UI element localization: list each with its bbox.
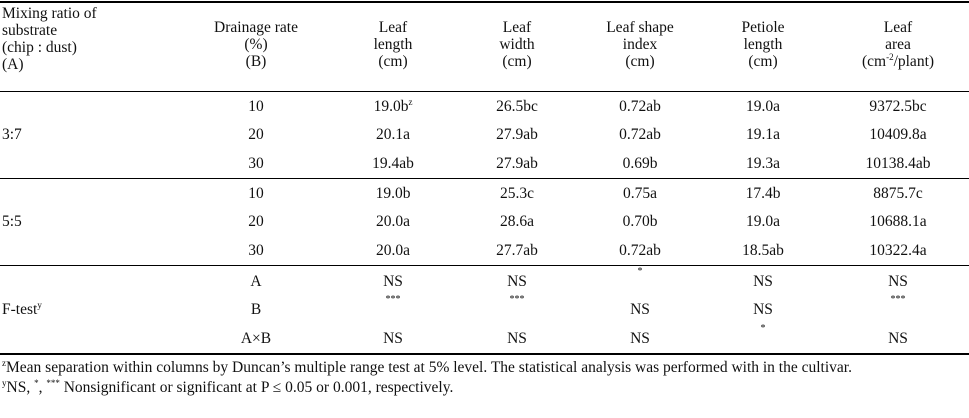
cell-leaf-area: 10138.4ab bbox=[865, 155, 931, 172]
cell-leaf-width: 28.6a bbox=[499, 213, 535, 230]
cell-leaf-length: 20.0a bbox=[375, 213, 411, 230]
cell-leaf-shape: 0.72ab bbox=[619, 126, 661, 143]
cell-leaf-area: 8875.7c bbox=[873, 185, 923, 202]
group-divider-2 bbox=[0, 265, 969, 266]
footnote-y: yNS, *, *** Nonsignificant or significan… bbox=[2, 378, 454, 397]
header-leaf-length: Leaf length (cm) bbox=[373, 19, 413, 70]
ftest-leaf-area: NS bbox=[888, 273, 908, 290]
cell-rate: 30 bbox=[248, 242, 264, 259]
cell-leaf-width: 27.7ab bbox=[496, 242, 538, 259]
header-leaf-width: Leaf width (cm) bbox=[499, 19, 535, 70]
cell-leaf-width: 26.5bc bbox=[496, 98, 538, 115]
header-leaf-area: Leaf area (cm-2/plant) bbox=[861, 19, 935, 70]
cell-leaf-length: 19.0b bbox=[375, 185, 411, 202]
cell-petiole: 19.3a bbox=[745, 155, 781, 172]
cell-leaf-length: 19.0bz bbox=[373, 97, 413, 116]
ftest-leaf-length: NS bbox=[383, 330, 403, 347]
header-drainage-rate: Drainage rate (%) (B) bbox=[214, 19, 298, 70]
ftest-leaf-shape: * bbox=[637, 266, 643, 277]
cell-leaf-shape: 0.70b bbox=[622, 213, 658, 230]
cell-leaf-shape: 0.69b bbox=[622, 155, 658, 172]
header-rule bbox=[0, 91, 969, 92]
ftest-petiole: * bbox=[760, 323, 766, 334]
cell-petiole: 19.0a bbox=[745, 213, 781, 230]
ftest-leaf-shape: NS bbox=[630, 301, 650, 318]
ftest-bottom-rule bbox=[0, 353, 969, 355]
ftest-leaf-length: *** bbox=[385, 294, 401, 305]
cell-rate: 20 bbox=[248, 213, 264, 230]
cell-rate: 10 bbox=[248, 98, 264, 115]
group-label-5-5: 5:5 bbox=[2, 213, 22, 230]
cell-petiole: 19.0a bbox=[745, 98, 781, 115]
cell-leaf-area: 9372.5bc bbox=[869, 98, 927, 115]
ftest-leaf-area: NS bbox=[888, 330, 908, 347]
group-divider-1 bbox=[0, 178, 969, 179]
cell-rate: 20 bbox=[248, 126, 264, 143]
top-rule bbox=[0, 1, 969, 3]
footnote-z: zMean separation within columns by Dunca… bbox=[2, 358, 852, 377]
ftest-leaf-width: *** bbox=[509, 294, 525, 305]
cell-petiole: 19.1a bbox=[745, 126, 781, 143]
header-mixing-ratio: Mixing ratio of substrate (chip : dust) … bbox=[2, 5, 97, 73]
cell-petiole: 18.5ab bbox=[742, 242, 784, 259]
cell-leaf-shape: 0.72ab bbox=[619, 242, 661, 259]
ftest-leaf-width: NS bbox=[507, 330, 527, 347]
ftest-factor: A bbox=[250, 273, 262, 290]
cell-leaf-width: 25.3c bbox=[499, 185, 535, 202]
cell-leaf-shape: 0.72ab bbox=[619, 98, 661, 115]
header-petiole-length: Petiole length (cm) bbox=[741, 19, 785, 70]
ftest-factor: A×B bbox=[240, 330, 272, 347]
ftest-factor: B bbox=[250, 301, 262, 318]
ftest-label: F-testy bbox=[2, 300, 42, 319]
cell-leaf-length: 20.1a bbox=[375, 126, 411, 143]
group-label-3-7: 3:7 bbox=[2, 126, 22, 143]
ftest-leaf-shape: NS bbox=[630, 330, 650, 347]
cell-leaf-width: 27.9ab bbox=[496, 155, 538, 172]
cell-leaf-width: 27.9ab bbox=[496, 126, 538, 143]
cell-leaf-length: 19.4ab bbox=[372, 155, 414, 172]
cell-rate: 10 bbox=[248, 185, 264, 202]
cell-leaf-area: 10409.8a bbox=[869, 126, 927, 143]
cell-leaf-area: 10322.4a bbox=[869, 242, 927, 259]
cell-leaf-area: 10688.1a bbox=[869, 213, 927, 230]
cell-leaf-length: 20.0a bbox=[375, 242, 411, 259]
cell-petiole: 17.4b bbox=[745, 185, 781, 202]
ftest-leaf-area: *** bbox=[890, 294, 906, 305]
ftest-petiole: NS bbox=[753, 273, 773, 290]
cell-leaf-shape: 0.75a bbox=[622, 185, 658, 202]
ftest-leaf-length: NS bbox=[383, 273, 403, 290]
cell-rate: 30 bbox=[248, 155, 264, 172]
ftest-petiole: NS bbox=[753, 301, 773, 318]
ftest-leaf-width: NS bbox=[507, 273, 527, 290]
header-leaf-shape-index: Leaf shape index (cm) bbox=[606, 19, 674, 70]
